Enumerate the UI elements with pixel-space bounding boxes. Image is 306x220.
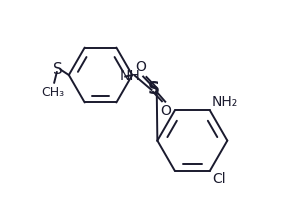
Text: CH₃: CH₃ [41, 86, 64, 99]
Text: NH₂: NH₂ [212, 95, 238, 109]
Text: O: O [160, 104, 171, 118]
Text: S: S [148, 80, 160, 98]
Text: NH: NH [120, 69, 140, 83]
Text: S: S [53, 62, 63, 77]
Text: O: O [136, 60, 146, 74]
Text: Cl: Cl [212, 172, 226, 186]
